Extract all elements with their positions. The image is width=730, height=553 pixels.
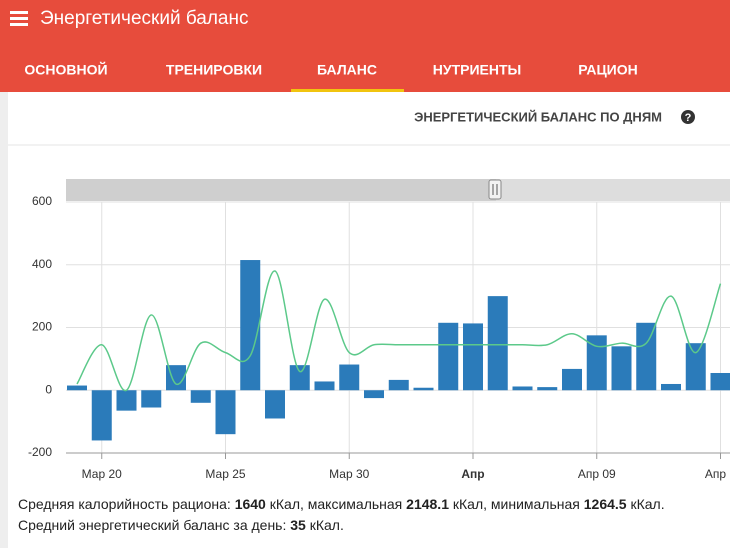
y-tick-label: 400 [32,257,52,271]
bar [513,386,533,390]
summary-text: кКал. [630,496,664,512]
x-tick-label: Апр [461,467,484,481]
summary-value: 2148.1 [406,496,449,512]
x-tick-label: Апр 09 [578,467,616,481]
navigator-handle[interactable] [489,180,501,199]
panel-title: ЭНЕРГЕТИЧЕСКИЙ БАЛАНС ПО ДНЯМ [414,109,662,124]
summary-text: кКал, минимальная [453,496,580,512]
bar [661,384,681,390]
tab-label[interactable]: РАЦИОН [578,62,638,78]
bar [117,390,137,410]
x-tick-label: Мар 25 [205,467,245,481]
bar [636,323,656,390]
bar [240,260,260,390]
bar [265,390,285,418]
bar [488,296,508,390]
bar [315,381,335,390]
summary-text: Средний энергетический баланс за день: [18,517,286,533]
bar [364,390,384,398]
summary-line: Средняя калорийность рациона: 1640 кКал,… [18,496,665,512]
x-tick-label: Мар 30 [329,467,369,481]
bar [438,323,458,390]
y-tick-label: 0 [45,382,52,396]
tab-label[interactable]: ОСНОВНОЙ [24,61,107,78]
side-strip [0,92,8,548]
tab-label[interactable]: ТРЕНИРОВКИ [166,62,262,78]
bar [216,390,236,434]
summary-value: 35 [290,517,306,533]
summary-value: 1640 [235,496,266,512]
y-tick-label: 600 [32,194,52,208]
summary-value: 1264.5 [584,496,627,512]
app-title: Энергетический баланс [40,8,249,29]
bar [562,369,582,390]
active-tab-indicator [291,89,404,92]
tab-label[interactable]: БАЛАНС [317,62,377,78]
navigator-range [66,179,496,201]
bar [686,343,706,390]
bar [67,386,87,391]
menu-icon[interactable] [10,11,28,26]
x-tick-label: Мар 20 [82,467,122,481]
plot: -200 0 200 400 600 Мар 20 Мар 25 Мар 30 Апр Апр 0… [28,194,730,481]
help-icon-text: ? [685,112,692,124]
y-tick-label: 200 [32,320,52,334]
bar [191,390,211,403]
summary-text: кКал, максимальная [270,496,403,512]
y-tick-label: -200 [28,445,52,459]
tab-label[interactable]: НУТРИЕНТЫ [433,62,521,78]
bar [463,323,483,390]
bar [92,390,112,440]
summary-text: Средняя калорийность рациона: [18,496,231,512]
bar [612,346,632,390]
bar [389,380,409,390]
bar [290,365,310,390]
bar [339,365,359,391]
x-tick-label: Апр 1 [705,467,730,481]
bar [141,390,161,407]
summary-text: кКал. [310,517,344,533]
summary-line: Средний энергетический баланс за день: 3… [18,517,344,533]
bar [414,388,434,391]
bar [537,387,557,390]
bar [711,373,730,390]
